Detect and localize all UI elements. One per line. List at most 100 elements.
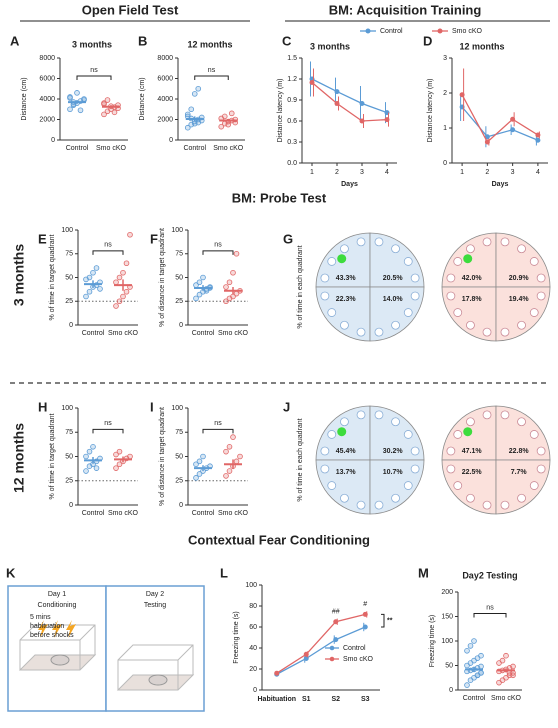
quadrant bbox=[441, 286, 497, 342]
y-tick-label: 25 bbox=[65, 478, 73, 485]
platform-hole bbox=[327, 308, 337, 317]
point bbox=[193, 475, 199, 481]
panel-letter: K bbox=[6, 565, 16, 580]
platform-hole bbox=[340, 417, 349, 427]
y-axis-label: Freezing time (s) bbox=[429, 615, 436, 668]
label: Day 2 bbox=[146, 591, 164, 598]
platform-hole bbox=[529, 257, 539, 266]
point bbox=[233, 458, 240, 465]
platform-hole bbox=[517, 244, 526, 254]
bracket bbox=[473, 613, 507, 618]
legend-label: Smo cKO bbox=[452, 28, 483, 35]
point bbox=[200, 453, 206, 460]
platform-hole bbox=[356, 410, 366, 420]
x-tick-label: Smo cKO bbox=[108, 510, 139, 517]
value-label: 30.2% bbox=[383, 448, 404, 455]
platform-hole bbox=[356, 237, 366, 247]
point bbox=[83, 468, 89, 474]
platform-hole bbox=[340, 320, 349, 330]
x-tick-label: Smo cKO bbox=[108, 330, 139, 337]
point bbox=[478, 652, 484, 659]
cage bbox=[117, 644, 194, 690]
y-axis-label: % of time in each quadrant bbox=[297, 418, 304, 501]
platform-hole bbox=[320, 291, 330, 301]
platform-hole bbox=[500, 237, 510, 247]
point bbox=[83, 453, 89, 460]
point bbox=[362, 624, 368, 630]
x-tick-label: Smo cKO bbox=[96, 145, 127, 152]
y-tick-label: 25 bbox=[175, 298, 183, 305]
point bbox=[464, 682, 470, 688]
heading: Open Field Test bbox=[82, 2, 179, 17]
y-axis-label: Distance latency (m) bbox=[277, 79, 284, 143]
bracket bbox=[381, 613, 385, 628]
point bbox=[226, 468, 233, 474]
series-line bbox=[311, 82, 388, 122]
point bbox=[196, 291, 203, 298]
value-label: 42.0% bbox=[462, 275, 483, 282]
value-label: 17.8% bbox=[462, 296, 483, 303]
y-tick-label: 0 bbox=[69, 502, 73, 509]
panel-letter: B bbox=[138, 33, 147, 48]
platform-hole bbox=[327, 257, 337, 266]
x-tick-label: Smo cKO bbox=[218, 510, 249, 517]
y-tick-label: 75 bbox=[65, 429, 73, 436]
panel-letter: H bbox=[38, 399, 47, 414]
point bbox=[93, 465, 100, 471]
point bbox=[384, 117, 390, 123]
panel-letter: E bbox=[38, 231, 47, 246]
target-platform bbox=[463, 427, 473, 437]
y-tick-label: 100 bbox=[245, 582, 257, 589]
y-tick-label: 6000 bbox=[157, 75, 173, 82]
platform-hole bbox=[482, 237, 492, 247]
quadrant bbox=[441, 459, 497, 515]
point bbox=[309, 80, 315, 85]
platform-hole bbox=[410, 291, 420, 301]
y-axis-label: Distance latency (m) bbox=[427, 79, 434, 143]
label: Conditioning bbox=[38, 602, 77, 609]
value-label: 22.8% bbox=[509, 448, 530, 455]
x-tick-label: Smo cKO bbox=[218, 330, 249, 337]
platform-hole bbox=[391, 244, 400, 254]
x-tick-label: 2 bbox=[485, 169, 489, 176]
x-tick-label: Control bbox=[463, 695, 486, 702]
point bbox=[127, 453, 133, 460]
x-tick-label: S1 bbox=[302, 696, 311, 703]
point bbox=[90, 443, 96, 450]
quadrant bbox=[495, 459, 551, 515]
platform-hole bbox=[453, 308, 463, 317]
panel-letter: I bbox=[150, 399, 154, 414]
annotation: ns bbox=[104, 420, 112, 427]
series-line bbox=[276, 613, 366, 674]
annotation: # bbox=[363, 601, 367, 608]
y-tick-label: 50 bbox=[65, 274, 73, 281]
y-tick-label: 150 bbox=[441, 613, 453, 620]
note: 5 mins bbox=[30, 614, 51, 621]
y-tick-label: 4000 bbox=[157, 96, 173, 103]
y-tick-label: 75 bbox=[175, 429, 183, 436]
y-tick-label: 75 bbox=[175, 251, 183, 258]
panel-letter: A bbox=[10, 33, 20, 48]
target-platform bbox=[337, 427, 347, 437]
point bbox=[101, 111, 107, 118]
quadrant bbox=[369, 286, 425, 342]
y-tick-label: 75 bbox=[65, 251, 73, 258]
platform-hole bbox=[446, 464, 456, 474]
point bbox=[74, 90, 80, 96]
platform-hole bbox=[340, 244, 349, 254]
platform-hole bbox=[391, 493, 400, 503]
annotation: ns bbox=[214, 242, 222, 249]
y-tick-label: 60 bbox=[249, 624, 257, 631]
x-axis-label: Days bbox=[341, 181, 358, 188]
platform-hole bbox=[466, 244, 475, 254]
label: Day 1 bbox=[48, 591, 66, 598]
y-tick-label: 50 bbox=[175, 274, 183, 281]
quadrant bbox=[369, 459, 425, 515]
point bbox=[484, 139, 490, 145]
heading: BM: Probe Test bbox=[232, 190, 327, 205]
x-tick-label: S3 bbox=[361, 696, 370, 703]
legend-marker bbox=[365, 28, 371, 34]
panel-letter: C bbox=[282, 33, 292, 48]
bracket bbox=[92, 428, 124, 434]
